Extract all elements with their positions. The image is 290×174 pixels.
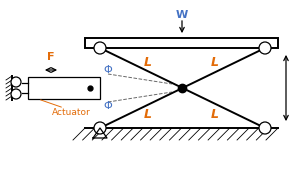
Circle shape	[11, 77, 21, 87]
Bar	[85, 38, 278, 48]
Text: L: L	[144, 56, 152, 69]
Circle shape	[94, 122, 106, 134]
Text: L: L	[211, 56, 219, 69]
Circle shape	[259, 42, 271, 54]
Circle shape	[259, 122, 271, 134]
Bar	[28, 77, 100, 99]
Text: Φ: Φ	[104, 65, 113, 75]
Circle shape	[11, 89, 21, 99]
Text: W: W	[176, 10, 188, 20]
Circle shape	[94, 42, 106, 54]
Text: L: L	[144, 108, 152, 121]
Text: L: L	[211, 108, 219, 121]
Text: Actuator: Actuator	[52, 108, 91, 117]
Text: Φ: Φ	[104, 101, 113, 111]
Text: F: F	[47, 52, 55, 62]
